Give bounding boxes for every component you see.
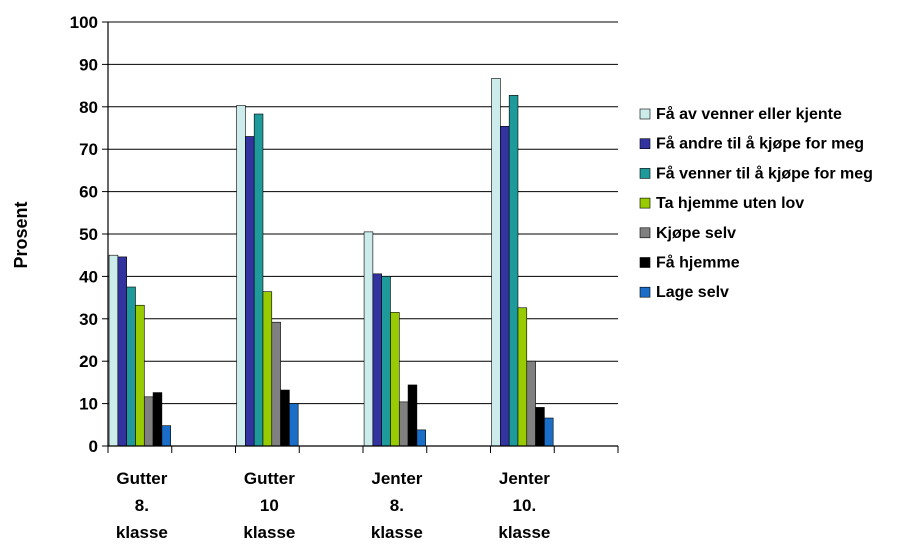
category-labels: Gutter 8. klasse Gutter 10 klasse Jenter 8. klas… [116, 469, 551, 542]
legend-entry: Få venner til å kjøpe for meg [656, 164, 873, 182]
y-tick-label: 80 [79, 98, 98, 117]
bar [398, 401, 409, 447]
legend-entry: Få av venner eller kjente [656, 105, 842, 123]
legend: Få av venner eller kjente Få andre til å … [639, 105, 873, 301]
bar [135, 304, 145, 447]
y-tick-labels: 0 10 20 30 40 50 60 70 80 90 100 [70, 13, 98, 456]
bar [117, 256, 127, 447]
legend-swatch [639, 168, 651, 179]
bar [372, 273, 382, 447]
bar [289, 403, 299, 447]
bar [143, 396, 154, 447]
x-category-label: klasse [498, 523, 550, 542]
legend-swatch [639, 257, 651, 268]
y-tick-label: 20 [79, 352, 98, 371]
bar [526, 360, 536, 447]
bar [253, 113, 264, 447]
y-axis-label: Prosent [11, 201, 31, 268]
x-category-label: 8. [390, 496, 404, 515]
bar [535, 407, 545, 447]
bar [245, 136, 255, 447]
y-tick-label: 90 [79, 55, 98, 74]
bar [152, 392, 163, 447]
bar [271, 321, 281, 447]
bars [108, 78, 554, 447]
y-tick-label: 70 [79, 140, 98, 159]
y-tick-label: 0 [89, 437, 98, 456]
y-tick-label: 50 [79, 225, 98, 244]
bar [508, 95, 519, 447]
legend-swatch [639, 108, 651, 120]
bar [416, 429, 426, 447]
legend-swatch [639, 286, 651, 298]
x-category-label: 10. [513, 496, 537, 515]
y-tick-label: 10 [79, 395, 98, 414]
x-category-label: klasse [116, 523, 168, 542]
bar [280, 389, 290, 447]
bar [407, 384, 418, 447]
x-category-label: Jenter [371, 469, 422, 488]
x-category-label: klasse [243, 523, 295, 542]
y-tick-label: 60 [79, 183, 98, 202]
bar [236, 105, 246, 447]
axes [107, 22, 619, 453]
legend-entry: Lage selv [656, 284, 729, 301]
bar [262, 291, 273, 447]
bar [491, 78, 501, 447]
legend-entry: Kjøpe selv [656, 225, 736, 242]
legend-swatch [639, 197, 651, 209]
bar [500, 126, 510, 447]
x-category-label: Gutter [116, 469, 167, 488]
legend-entry: Ta hjemme uten lov [656, 195, 804, 212]
y-tick-label: 40 [79, 267, 98, 286]
x-category-label: klasse [371, 523, 423, 542]
bar [517, 307, 528, 447]
legend-swatch [639, 138, 651, 149]
bar [544, 417, 554, 447]
x-category-label: 10 [260, 496, 279, 515]
y-tick-label: 30 [79, 310, 98, 329]
legend-swatch [639, 227, 651, 239]
legend-entry: Få hjemme [656, 254, 740, 272]
bar [381, 276, 391, 447]
legend-entry: Få andre til å kjøpe for meg [656, 135, 864, 153]
gridlines [102, 21, 618, 447]
bar [108, 254, 119, 447]
y-tick-label: 100 [70, 13, 98, 32]
x-category-label: 8. [135, 496, 149, 515]
bar [390, 312, 400, 447]
x-category-label: Jenter [499, 469, 550, 488]
bar [161, 425, 171, 447]
x-category-label: Gutter [244, 469, 295, 488]
bar [126, 286, 136, 447]
bar [363, 231, 374, 447]
